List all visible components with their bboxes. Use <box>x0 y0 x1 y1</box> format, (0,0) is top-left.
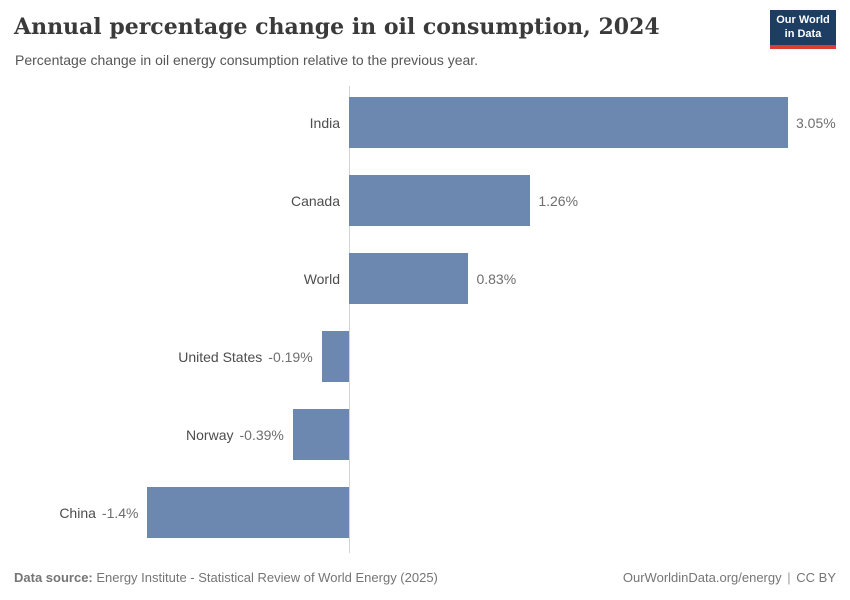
zero-axis-line <box>349 86 350 553</box>
value-label-china: -1.4% <box>101 504 139 521</box>
bar-canada[interactable] <box>349 175 531 226</box>
value-label-india: 3.05% <box>796 114 836 131</box>
value-label-world: 0.83% <box>476 270 517 287</box>
entity-name: Norway <box>186 426 234 443</box>
category-label-india: India <box>0 97 340 148</box>
bar-china[interactable] <box>147 487 349 538</box>
category-label-norway: Norway -0.39% <box>0 409 284 460</box>
entity-name: India <box>309 114 340 131</box>
owid-logo-line1: Our World <box>776 14 830 26</box>
category-label-canada: Canada <box>0 175 340 226</box>
data-source: Data source: Energy Institute - Statisti… <box>14 570 438 585</box>
value-label-united-states: -0.19% <box>268 348 313 365</box>
bar-india[interactable] <box>349 97 788 148</box>
data-source-text: Energy Institute - Statistical Review of… <box>92 570 438 585</box>
entity-name: China <box>59 504 96 521</box>
category-label-united-states: United States -0.19% <box>0 331 313 382</box>
bar-norway[interactable] <box>292 409 349 460</box>
data-source-label: Data source: <box>14 570 93 585</box>
category-label-china: China -1.4% <box>0 487 138 538</box>
value-label-norway: -0.39% <box>239 426 284 443</box>
attribution: OurWorldinData.org/energy | CC BY <box>623 570 836 585</box>
license-link[interactable]: CC BY <box>796 570 836 585</box>
category-label-world: World <box>0 253 340 304</box>
value-label-canada: 1.26% <box>538 192 579 209</box>
entity-name: United States <box>178 348 263 365</box>
owid-link[interactable]: OurWorldinData.org/energy <box>622 570 782 585</box>
chart-title: Annual percentage change in oil consumpt… <box>14 14 660 40</box>
attribution-separator: | <box>787 570 791 585</box>
owid-logo-line2: in Data <box>784 27 822 40</box>
bar-world[interactable] <box>349 253 469 304</box>
chart-subtitle: Percentage change in oil energy consumpt… <box>15 52 479 68</box>
entity-name: Canada <box>290 192 340 209</box>
entity-name: World <box>303 270 340 287</box>
chart-footer: Data source: Energy Institute - Statisti… <box>14 570 836 585</box>
owid-logo[interactable]: Our World in Data <box>770 10 836 49</box>
bar-united-states[interactable] <box>321 331 349 382</box>
